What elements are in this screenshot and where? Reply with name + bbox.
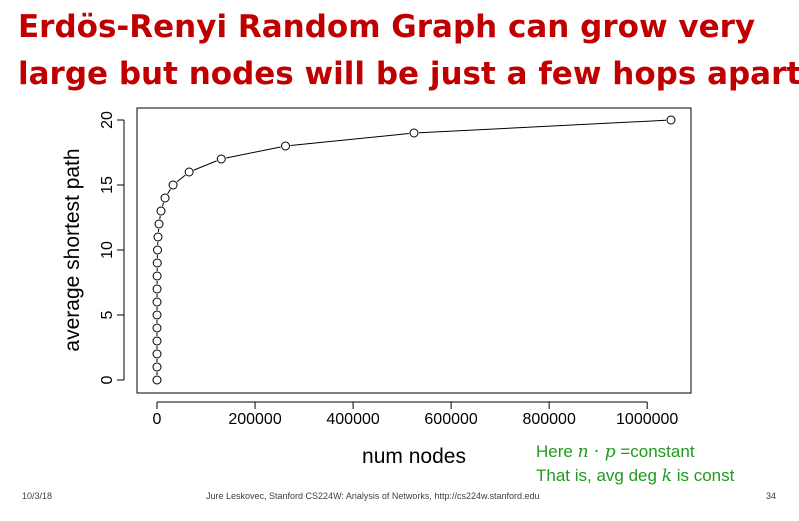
series-line-segment: [290, 133, 410, 146]
x-axis: 0 200000 400000 600000 800000 1000000: [153, 401, 678, 428]
data-point: [156, 206, 166, 216]
data-point: [152, 258, 162, 268]
x-tick-label: 600000: [424, 411, 477, 428]
data-point: [281, 141, 290, 151]
y-axis: 0 5 10 15 20: [99, 111, 125, 384]
data-point: [152, 271, 162, 281]
slide-title-line-1: Erdös-Renyi Random Graph can grow very: [18, 9, 756, 45]
series-layer: [152, 115, 676, 385]
data-point: [152, 297, 162, 307]
note-line-1: Here n · p =constant: [536, 440, 734, 464]
note-line-2: That is, avg deg k is const: [536, 464, 734, 488]
note-line-2-suffix: is const: [672, 466, 735, 485]
data-point: [666, 115, 676, 125]
x-tick-label: 1000000: [616, 411, 678, 428]
plot-frame: [136, 107, 692, 394]
data-point: [216, 154, 226, 164]
footer-page-number: 34: [766, 491, 777, 501]
series-line-segment: [418, 119, 667, 134]
series-line-segment: [226, 146, 281, 159]
series-line-segment: [162, 202, 165, 207]
y-tick-label: 20: [99, 111, 116, 129]
data-point: [168, 180, 178, 190]
x-axis-title: num nodes: [362, 445, 466, 468]
data-point: [152, 310, 162, 320]
series-line-segment: [167, 188, 171, 195]
note-line-2-prefix: That is, avg deg: [536, 466, 662, 485]
x-tick-label: 0: [153, 411, 162, 428]
data-point: [152, 336, 162, 346]
data-point: [409, 128, 419, 138]
y-tick-label: 10: [99, 241, 116, 259]
y-axis-title: average shortest path: [61, 148, 84, 351]
data-point: [152, 323, 162, 333]
data-point: [152, 284, 162, 294]
data-point: [160, 193, 170, 203]
footer-date: 10/3/18: [22, 491, 53, 501]
data-point: [184, 167, 194, 177]
footer-credit: Jure Leskovec, Stanford CS224W: Analysis…: [206, 491, 540, 501]
y-tick-label: 5: [99, 310, 116, 319]
x-tick-label: 200000: [228, 411, 281, 428]
data-point: [152, 362, 162, 372]
x-tick-label: 800000: [522, 411, 575, 428]
data-point: [152, 375, 162, 385]
series-line-segment: [193, 160, 217, 171]
note-line-1-math: n · p: [577, 442, 616, 462]
slide-title: Erdös-Renyi Random Graph can grow very l…: [18, 4, 799, 98]
x-tick-label: 400000: [326, 411, 379, 428]
data-point: [153, 245, 163, 255]
data-point: [152, 349, 162, 359]
slide-title-line-2: large but nodes will be just a few hops …: [18, 56, 799, 92]
note-line-1-suffix: =constant: [615, 442, 695, 461]
y-tick-label: 0: [99, 375, 116, 384]
annotation-note: Here n · p =constant That is, avg deg k …: [536, 440, 734, 488]
data-point: [153, 232, 163, 242]
series-line-segment: [176, 174, 186, 183]
note-line-1-prefix: Here: [536, 442, 578, 461]
data-point: [154, 219, 164, 229]
note-line-2-math: k: [661, 466, 672, 486]
y-tick-label: 15: [99, 176, 116, 194]
